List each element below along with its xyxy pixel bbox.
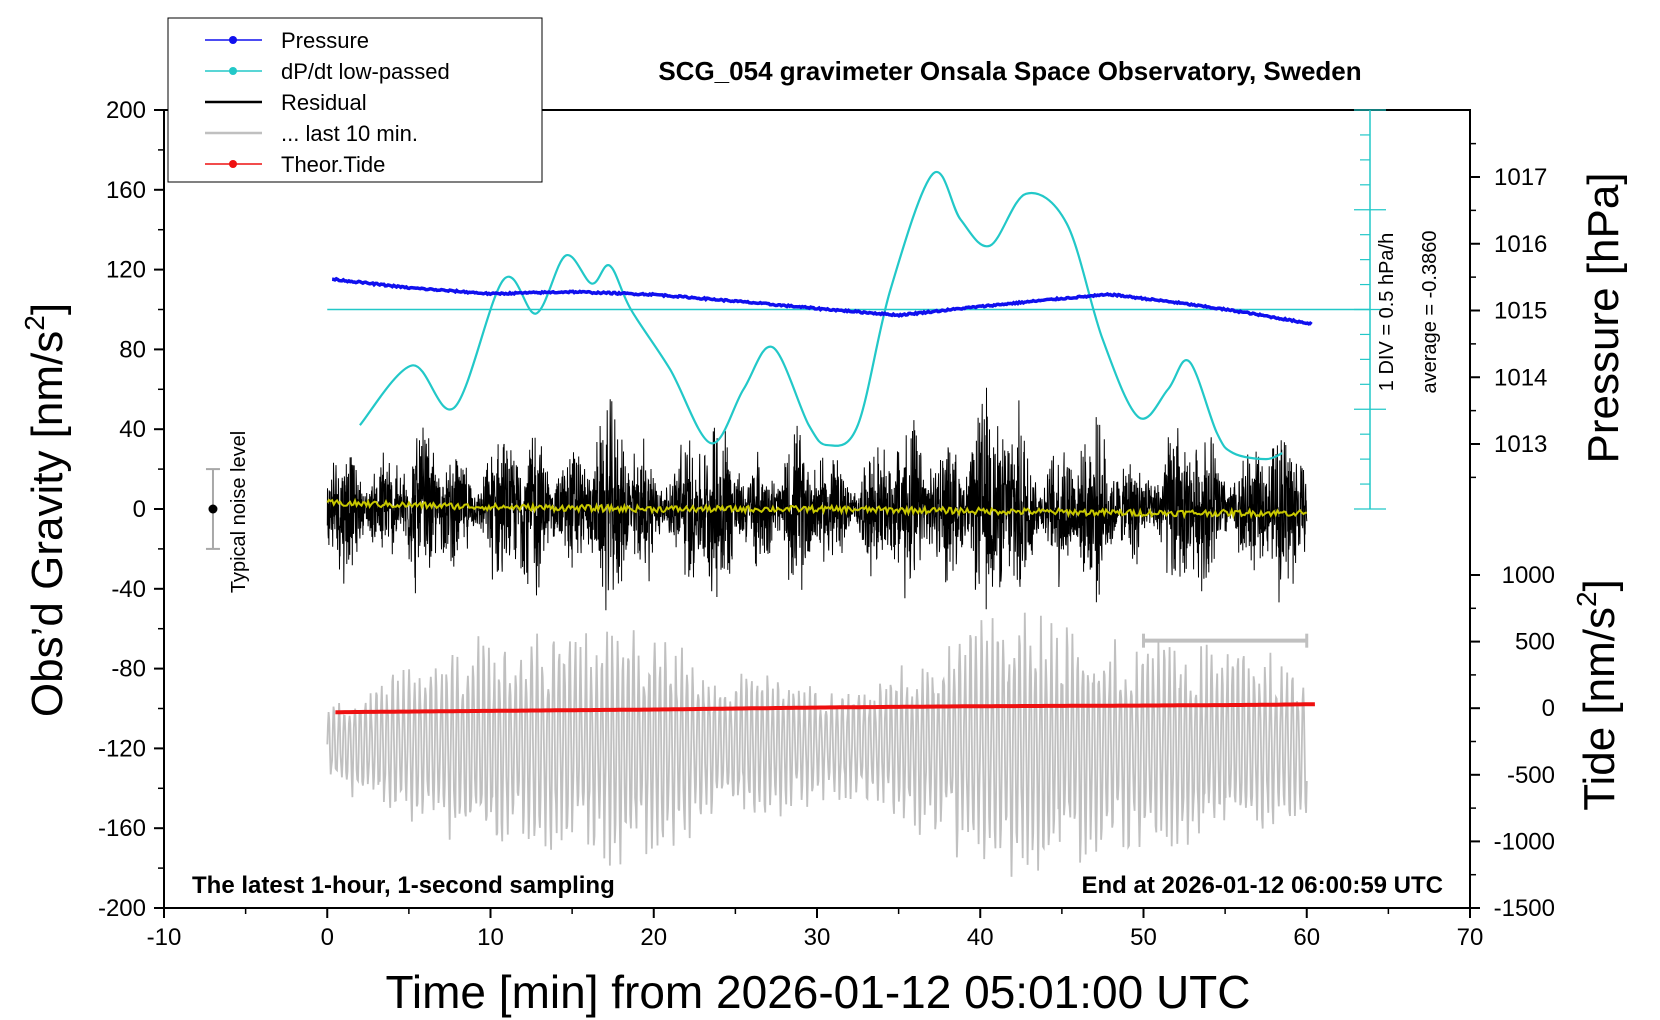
tide-tick-label: 500: [1515, 629, 1555, 656]
residual-smoothed-line: [326, 497, 1307, 520]
legend-box: [167, 17, 543, 183]
chart-title: SCG_054 gravimeter Onsala Space Observat…: [658, 56, 1361, 86]
x-axis-ticks: -10 0 10 20 30 40 50 60 70: [147, 908, 1484, 951]
tide-axis-label-main: Tide [nm/s: [1575, 607, 1624, 811]
pressure-axis-ticks: 1013 1014 1015 1016 1017: [1470, 142, 1547, 479]
legend-label: Pressure: [281, 28, 369, 53]
noise-bar-center: [208, 504, 218, 514]
tide-tick-label: -1000: [1494, 828, 1555, 855]
x-tick-label: 20: [640, 924, 667, 951]
last-10min-marker: [1142, 633, 1309, 648]
gravity-axis-ticks: -200 -160 -120 -80 -40 0 40 80 120 160 200: [98, 97, 164, 922]
x-tick-label: 10: [477, 924, 504, 951]
last-10min-line: [326, 612, 1308, 877]
left-axis-label-sup: 2: [19, 315, 50, 331]
pressure-series: [331, 276, 1313, 326]
left-axis-label-end: ]: [23, 303, 72, 315]
x-axis-label: Time [min] from 2026-01-12 05:01:00 UTC: [386, 966, 1251, 1018]
pressure-line: [331, 276, 1313, 326]
bottom-left-note: The latest 1-hour, 1-second sampling: [192, 872, 615, 899]
gravity-tick-label: 160: [106, 177, 146, 204]
dpdt-line: [359, 170, 1283, 461]
tide-axis-label: Tide [nm/s2]: [1571, 579, 1624, 811]
left-axis-label: Obs’d Gravity [nm/s2]: [19, 303, 72, 717]
dpdt-series: [359, 170, 1283, 461]
noise-label: Typical noise level: [228, 431, 250, 593]
tide-tick-label: 0: [1542, 695, 1555, 722]
legend-label: Theor.Tide: [281, 152, 385, 177]
bottom-right-note: End at 2026-01-12 06:00:59 UTC: [1082, 872, 1444, 899]
tide-tick-label: 1000: [1502, 562, 1555, 589]
legend-swatch-marker: [229, 36, 237, 44]
pressure-axis-label: Pressure [hPa]: [1579, 172, 1628, 463]
gravity-tick-label: -40: [111, 576, 146, 603]
x-tick-label: 40: [967, 924, 994, 951]
gravity-tick-label: 120: [106, 257, 146, 284]
legend-label: dP/dt low-passed: [281, 59, 450, 84]
legend-swatch-marker: [229, 160, 237, 168]
noise-bar: [205, 468, 220, 550]
x-tick-label: 0: [321, 924, 334, 951]
legend-label: ... last 10 min.: [281, 121, 418, 146]
dpdt-scale-label: 1 DIV = 0.5 hPa/h: [1376, 233, 1398, 391]
tide-axis-label-sup: 2: [1571, 591, 1602, 607]
tide-line: [335, 702, 1315, 715]
pressure-tick-label: 1014: [1494, 364, 1547, 391]
gravity-tick-label: 0: [133, 496, 146, 523]
x-tick-label: 30: [804, 924, 831, 951]
residual-smoothed-series: [326, 497, 1307, 520]
gravity-tick-label: 200: [106, 97, 146, 124]
tide-axis-ticks: -1500 -1000 -500 0 500 1000: [1470, 562, 1555, 922]
dpdt-average-label: average = -0.3860: [1419, 231, 1441, 394]
gravity-tick-label: 40: [119, 416, 146, 443]
gravity-tick-label: 80: [119, 336, 146, 363]
x-tick-label: 50: [1130, 924, 1157, 951]
pressure-tick-label: 1013: [1494, 431, 1547, 458]
left-axis-label-main: Obs’d Gravity [nm/s: [23, 331, 72, 717]
gravity-tick-label: -200: [98, 895, 146, 922]
legend-entries: Pressure dP/dt low-passed Residual ... last…: [205, 28, 450, 177]
last-10min-series: [326, 612, 1308, 877]
gravity-tick-label: -80: [111, 656, 146, 683]
x-tick-label: 70: [1457, 924, 1484, 951]
gravity-tick-label: -120: [98, 735, 146, 762]
pressure-tick-label: 1016: [1494, 231, 1547, 258]
x-tick-label: 60: [1293, 924, 1320, 951]
tide-tick-label: -500: [1507, 762, 1555, 789]
pressure-tick-label: 1015: [1494, 298, 1547, 325]
x-tick-label: -10: [147, 924, 182, 951]
legend-swatch-marker: [229, 67, 237, 75]
legend: Pressure dP/dt low-passed Residual ... last…: [167, 17, 543, 183]
residual-line: [326, 387, 1308, 611]
tide-series: [335, 702, 1315, 715]
gravity-tick-label: -160: [98, 815, 146, 842]
tide-tick-label: -1500: [1494, 895, 1555, 922]
pressure-tick-label: 1017: [1494, 164, 1547, 191]
tide-axis-label-end: ]: [1575, 579, 1624, 591]
residual-series: [326, 387, 1308, 611]
legend-label: Residual: [281, 90, 367, 115]
